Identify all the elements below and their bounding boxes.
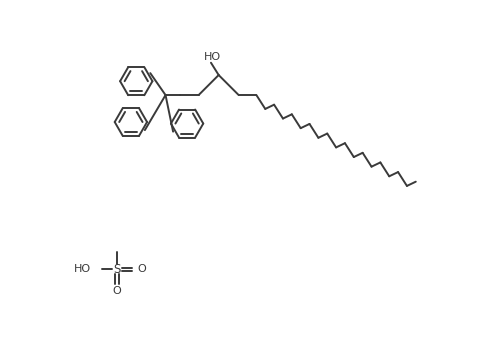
Text: HO: HO bbox=[204, 51, 221, 61]
Text: O: O bbox=[137, 264, 146, 274]
Text: S: S bbox=[114, 263, 121, 275]
Text: HO: HO bbox=[74, 264, 91, 274]
Text: O: O bbox=[113, 286, 121, 296]
